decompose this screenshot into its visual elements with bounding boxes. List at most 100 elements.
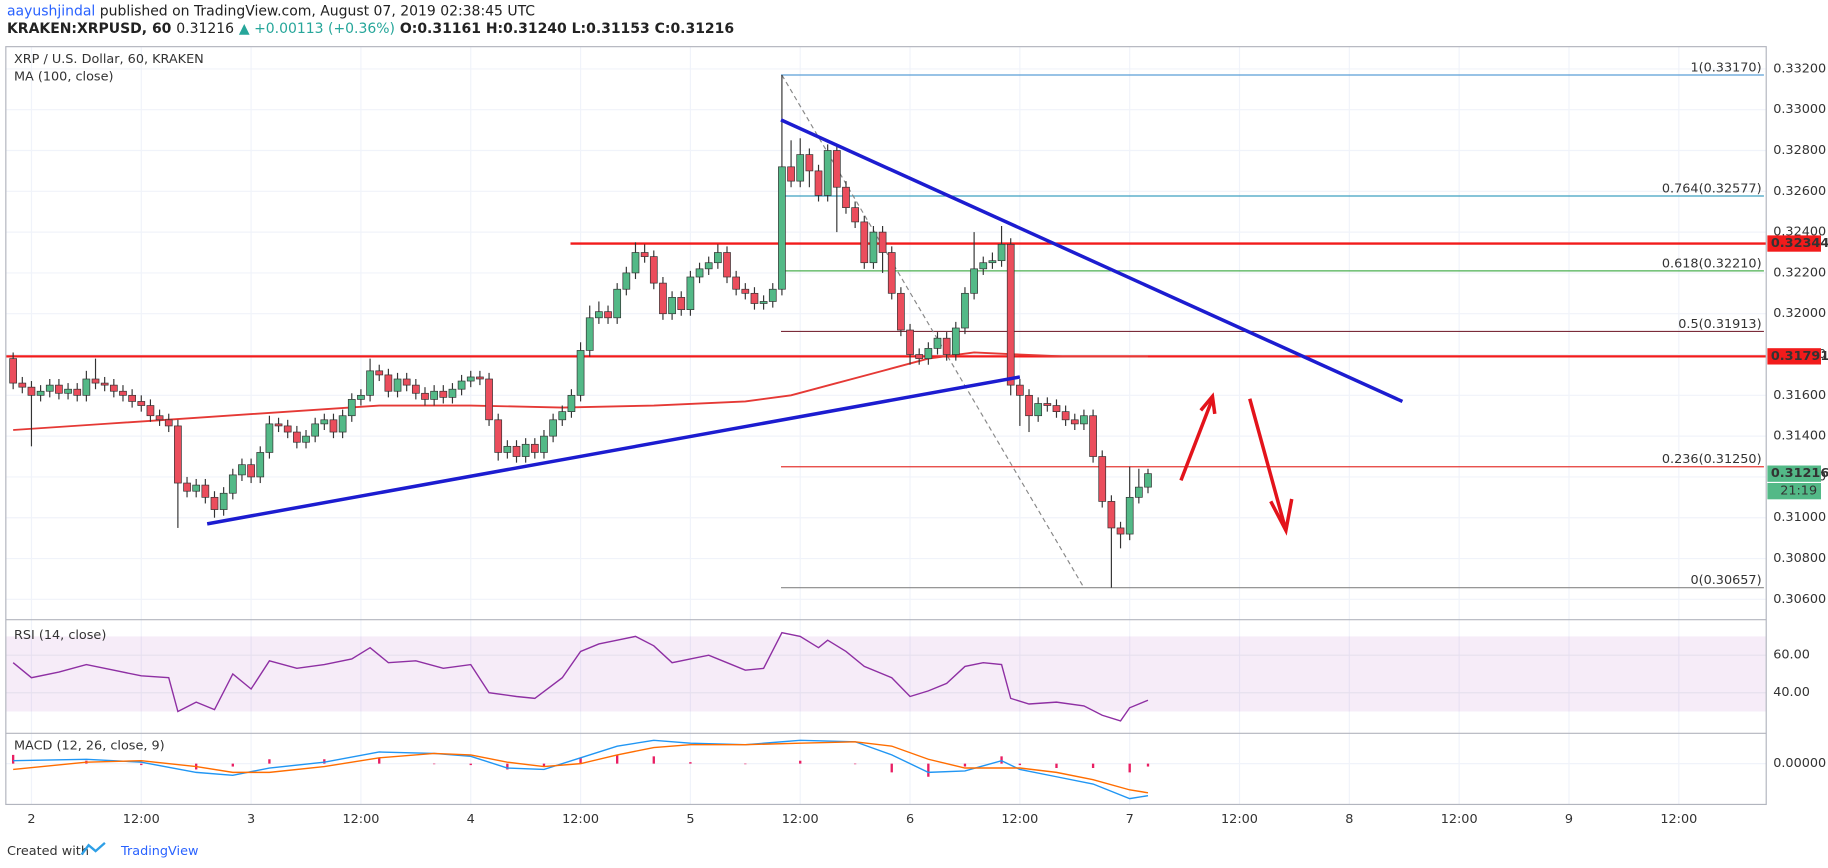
author[interactable]: aayushjindal [7,4,95,20]
candle-body [320,419,329,425]
fib-label: 1(0.33170) [1690,61,1761,76]
candle-body [787,166,795,182]
candle-body [256,452,265,478]
candle-body [961,292,969,329]
candle-body [869,231,878,264]
candle-body [329,419,338,433]
last-price-label: 0.31216 [1771,466,1828,481]
candle-body [1089,415,1097,457]
candle-body [155,415,164,421]
candle-body [906,329,914,355]
x-tick-label: 12:00 [1660,812,1697,827]
change: ▲ +0.00113 (+0.36%) [239,21,395,37]
histogram-bar [744,763,747,765]
candle-body [91,378,100,384]
y-tick-label: 0.32600 [1773,184,1826,199]
histogram-bar [140,763,143,766]
candle-body [1025,394,1033,417]
candle-body [73,388,82,396]
histogram-bar [1091,763,1095,769]
ma-legend: MA (100, close) [14,69,114,84]
candle-body [540,435,548,453]
histogram-bar [11,754,15,764]
x-tick-label: 12:00 [782,812,819,827]
candle-body [210,496,219,510]
candle-body [238,464,246,476]
candle-body [27,386,36,396]
candle-body [714,252,722,264]
x-tick-label: 8 [1345,812,1353,827]
histogram-bar [853,763,857,765]
candle-body [732,276,741,290]
x-tick-label: 12:00 [123,812,160,827]
rsi-band [5,636,1767,712]
candle-body [649,256,658,284]
candle-body [137,401,146,406]
candle-body [778,166,786,290]
fib-label: 0(0.30657) [1690,573,1761,588]
price-tag [1767,235,1822,252]
rsi-title: RSI (14, close) [14,628,106,643]
x-tick-label: 6 [906,812,914,827]
candle-body [311,423,320,437]
y-tick-label: 0.30600 [1773,592,1826,607]
candle-body [814,170,823,196]
histogram-bar [689,762,692,764]
candle-body [530,443,539,453]
published: published on TradingView.com, August 07,… [100,4,535,20]
countdown-tag [1767,482,1822,500]
candle-body [622,272,631,290]
x-tick-label: 4 [467,812,475,827]
candle-body [119,390,127,396]
histogram-bar [890,763,893,773]
arrowhead [1269,498,1294,536]
y-tick-label: 0.31600 [1773,388,1826,403]
y-tick-label: 0.30800 [1773,551,1826,566]
frame [5,46,1767,806]
candle-body [219,492,228,510]
x-tick-label: 7 [1126,812,1134,827]
histogram-bar [652,756,655,764]
candle-body [677,297,686,310]
histogram-bar [799,760,802,764]
plots: 2 12:00 3 12:00 4 12:00 5 12:00 6 12:00 7 12:00 8 12:… [5,46,1828,827]
candle-body [82,378,91,396]
quote-line: KRAKEN:XRPUSD, 60 0.31216 ▲ +0.00113 (+0… [7,21,734,37]
candle-body [979,262,988,270]
y-tick-label: 0.33200 [1773,61,1826,76]
candle-body [613,288,622,319]
y-tick-label: 0.31400 [1773,429,1826,444]
x-tick-label: 3 [247,812,255,827]
candle-body [604,311,612,319]
candle-body [1043,403,1052,406]
histogram-bar [927,763,930,777]
candle-body [265,423,274,453]
candle-body [164,419,173,427]
candle-body [750,292,759,304]
histogram-bar [616,754,619,764]
brand[interactable]: TradingView [120,844,198,859]
candle-body [796,154,805,182]
candle-body [448,388,457,398]
candle-body [1052,405,1061,412]
candle-body [1080,415,1088,425]
chart-title: XRP / U.S. Dollar, 60, KRAKEN [14,52,204,67]
candle-body [402,378,411,386]
histogram-bar [506,763,509,770]
histogram-bar [469,763,472,766]
candle-body [357,394,365,400]
y-tick-label: 0.33000 [1773,102,1826,117]
histogram-bar [268,759,271,764]
candle-body [1006,244,1015,386]
candle-body [860,221,869,264]
candle-body [338,415,347,433]
candle-body [485,378,493,421]
candle-body [18,382,27,388]
created-with: Created with [7,844,89,859]
low: L:0.31153 [572,21,650,37]
price-tag-label: 0.32344 [1771,236,1828,251]
candle-body [1061,411,1070,421]
candle-body [393,378,402,392]
forecast-arrows [1179,392,1294,536]
